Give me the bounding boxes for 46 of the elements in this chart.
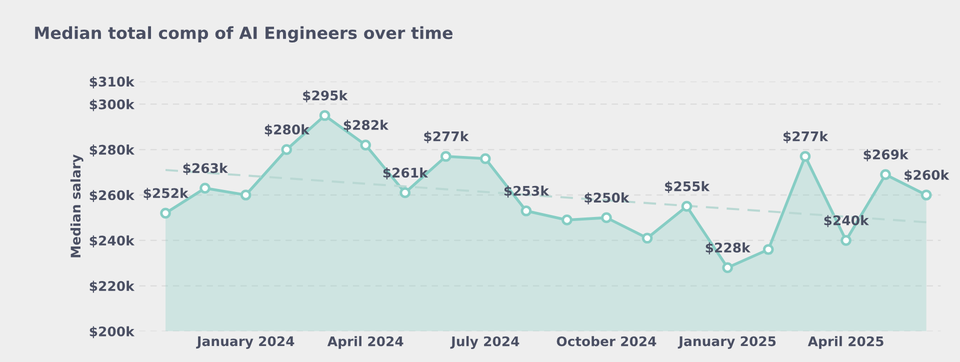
point <box>440 150 452 162</box>
y-axis-title: Median salary <box>70 154 84 258</box>
data-label: $252k <box>144 188 189 200</box>
data-label: $250k <box>584 192 630 204</box>
point <box>319 110 330 121</box>
x-tick-label: April 2024 <box>327 336 404 349</box>
data-label: $260k <box>904 170 950 182</box>
point <box>920 190 932 200</box>
point <box>562 214 572 226</box>
y-tick-label: $220k <box>90 280 135 293</box>
point <box>281 144 292 155</box>
point <box>480 153 491 164</box>
data-label: $277k <box>784 131 828 144</box>
point <box>240 190 252 200</box>
data-label: $269k <box>864 149 909 162</box>
point <box>681 200 692 212</box>
data-label: $282k <box>344 120 389 132</box>
x-tick-label: October 2024 <box>556 336 656 346</box>
point <box>400 187 410 198</box>
point <box>642 232 653 244</box>
point <box>762 244 774 255</box>
x-tick-label: July 2024 <box>450 336 520 349</box>
y-tick-label: $280k <box>90 144 135 157</box>
point <box>800 150 811 162</box>
data-label: $263k <box>183 162 228 175</box>
data-label: $240k <box>824 215 870 228</box>
chart-title: Median total comp of AI Engineers over time <box>35 26 453 43</box>
point <box>200 182 210 194</box>
point <box>520 205 532 216</box>
x-tick-label: April 2025 <box>808 336 884 349</box>
x-tick-label: January 2024 <box>196 336 294 349</box>
data-label: $255k <box>665 181 710 194</box>
point <box>601 212 612 224</box>
point <box>722 262 733 274</box>
data-label: $295k <box>303 90 348 102</box>
y-tick-label: $260k <box>90 190 135 202</box>
point <box>360 140 372 150</box>
data-label: $277k <box>424 131 469 144</box>
y-tick-label: $300k <box>90 99 135 112</box>
y-tick-label: $200k <box>90 326 135 338</box>
y-tick-label: $240k <box>90 235 135 248</box>
y-tick-label: $310k <box>90 76 135 88</box>
point <box>160 208 171 219</box>
x-tick-label: January 2025 <box>678 336 776 349</box>
point <box>880 169 891 180</box>
point <box>840 234 852 246</box>
